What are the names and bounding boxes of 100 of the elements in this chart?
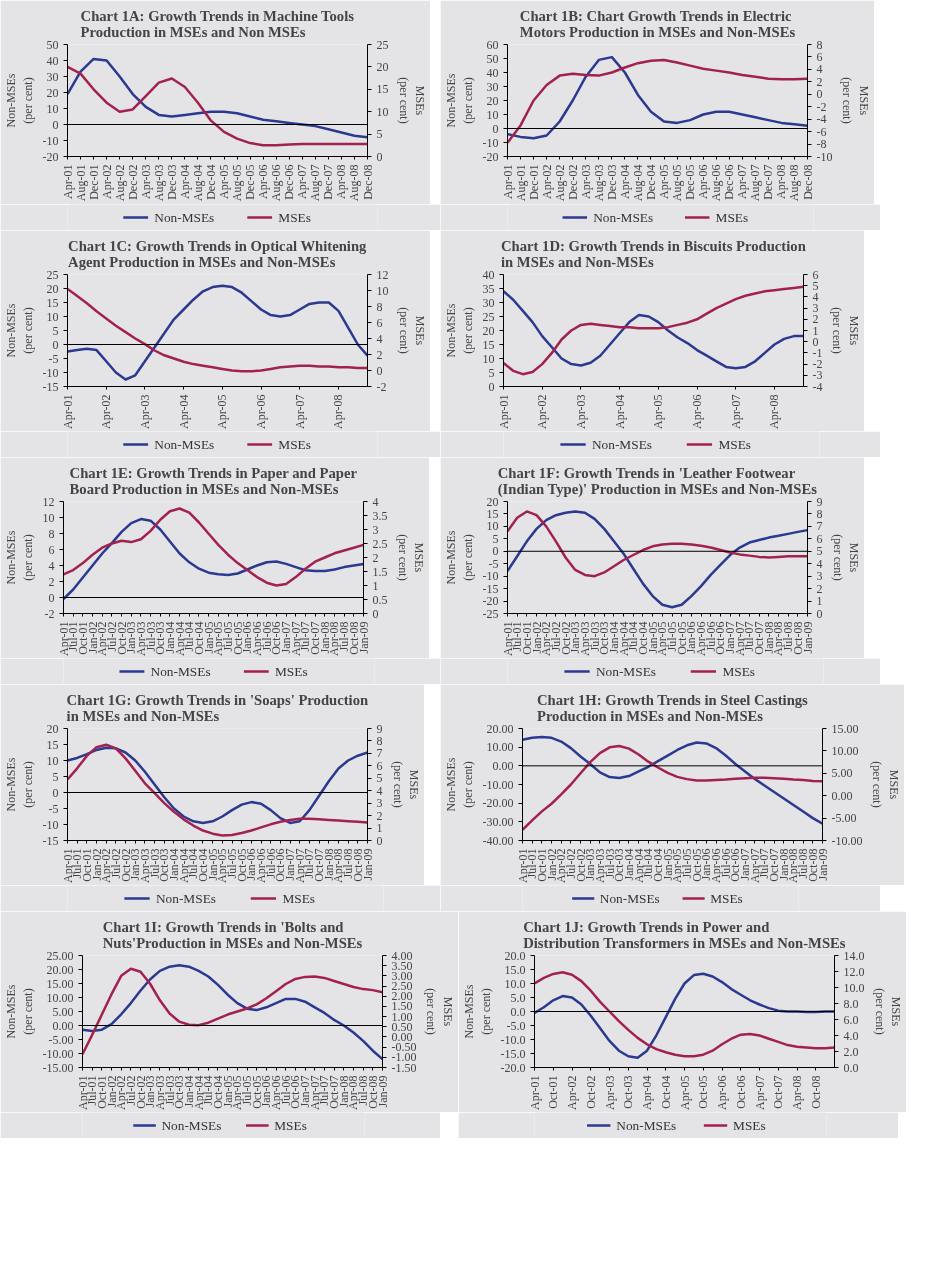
legend-label: Non-MSEs bbox=[591, 437, 652, 452]
y-tick-label: 0 bbox=[52, 785, 59, 800]
x-tick-label: Apr-04 bbox=[640, 1075, 654, 1110]
x-tick-label: Apr-02 bbox=[535, 394, 550, 429]
x-tick-label: Apr-06 bbox=[254, 394, 269, 429]
y-tick-label: 25 bbox=[46, 267, 59, 282]
x-tick-label: Apr-08 bbox=[331, 394, 346, 429]
y2-tick-label: 8 bbox=[376, 733, 383, 748]
y-tick-label: -10 bbox=[42, 817, 59, 832]
x-tick-label: Dec-08 bbox=[800, 164, 815, 200]
y-tick-label: -20.00 bbox=[482, 796, 514, 811]
x-tick-label: Apr-04 bbox=[617, 164, 632, 199]
y-tick-label: -20 bbox=[42, 149, 59, 164]
y-tick-label: -10.00 bbox=[482, 777, 514, 792]
chart-title: Chart 1D: Growth Trends in Biscuits Production in MSEs and Non-MSEs bbox=[500, 237, 806, 270]
x-tick-label: Apr-03 bbox=[573, 394, 588, 429]
y-tick-label: -10.0 bbox=[500, 1032, 526, 1047]
y2-tick-label: -10.00 bbox=[831, 833, 863, 848]
y2-tick-label: 0 bbox=[376, 149, 383, 164]
y2-tick-label: 2.0 bbox=[843, 1044, 859, 1059]
y2-tick-label: 5 bbox=[376, 771, 383, 786]
y-tick-label: 0.0 bbox=[510, 1004, 526, 1019]
y-tick-label: 20 bbox=[486, 494, 499, 509]
x-tick-label: Apr-05 bbox=[677, 1075, 692, 1110]
y-tick-label: 15 bbox=[46, 737, 59, 752]
chart-title: Chart 1I: Growth Trends in 'Bolts and Nuts'Production in MSEs and Non-MSEs bbox=[102, 918, 363, 951]
legend-label: MSEs bbox=[710, 891, 743, 906]
x-tick-label: Apr-02 bbox=[99, 164, 114, 199]
chart-title: Chart 1F: Growth Trends in 'Leather Footwear (Indian Type)' Production in MSEs and Non-MSEs bbox=[497, 464, 818, 498]
y-tick-label: 25.00 bbox=[46, 948, 74, 963]
y2-tick-label: 10 bbox=[376, 283, 389, 298]
y2-tick-label: 8 bbox=[376, 299, 383, 314]
y-tick-label: 10 bbox=[46, 753, 59, 768]
x-tick-label: Oct-01 bbox=[546, 1075, 561, 1109]
y2-tick-label: 2.5 bbox=[372, 536, 388, 551]
x-tick-label: Apr-03 bbox=[578, 164, 593, 199]
y2-tick-label: 0 bbox=[816, 87, 823, 102]
y-tick-label: 20 bbox=[46, 281, 59, 296]
y2-tick-label: 8 bbox=[816, 37, 823, 52]
y-tick-label: -10 bbox=[482, 135, 499, 150]
x-tick-label: Apr-02 bbox=[539, 164, 554, 199]
chart-title: Chart 1C: Growth Trends in Optical Whitening Agent Production in MSEs and Non-MSEs bbox=[68, 237, 368, 270]
y2-tick-label: 0.0 bbox=[843, 1060, 859, 1075]
y2-tick-label: 14.0 bbox=[843, 948, 865, 963]
y2-tick-label: 5 bbox=[816, 544, 823, 559]
y2-tick-label: 0 bbox=[376, 833, 383, 848]
chart-title: Chart 1E: Growth Trends in Paper and Paper Board Production in MSEs and Non-MSEs bbox=[69, 464, 358, 497]
y2-tick-label: 1 bbox=[372, 578, 379, 593]
x-tick-label: Apr-03 bbox=[138, 164, 153, 199]
x-tick-label: Oct-03 bbox=[621, 1075, 636, 1109]
x-tick-label: Apr-08 bbox=[767, 394, 782, 429]
y-tick-label: 25 bbox=[482, 309, 495, 324]
legend-label: MSEs bbox=[733, 1118, 766, 1133]
x-tick-label: Apr-07 bbox=[292, 394, 307, 429]
y-tick-label: 20 bbox=[486, 93, 499, 108]
y-tick-label: 0 bbox=[52, 337, 59, 352]
x-tick-label: Apr-07 bbox=[752, 1075, 767, 1110]
y-tick-label: 15 bbox=[486, 506, 499, 521]
legend-label: MSEs bbox=[274, 664, 308, 679]
y-tick-label: 60 bbox=[486, 37, 499, 52]
legend-label: MSEs bbox=[274, 1118, 307, 1133]
chart-title: Chart 1J: Growth Trends in Power and Distribution Transformers in MSEs and Non-MSEs bbox=[523, 918, 846, 951]
x-tick-label: Dec-07 bbox=[761, 164, 776, 200]
x-tick-label: Apr-05 bbox=[657, 164, 672, 199]
y2-tick-label: 1 bbox=[376, 821, 383, 836]
y-tick-label: 2 bbox=[48, 574, 55, 589]
y-tick-label: 0 bbox=[492, 121, 499, 136]
legend-label: MSEs bbox=[278, 210, 311, 225]
x-tick-label: Apr-06 bbox=[715, 1075, 729, 1110]
y2-tick-label: -8 bbox=[816, 137, 827, 152]
x-tick-label: Dec-05 bbox=[683, 164, 698, 200]
legend-label: Non-MSEs bbox=[595, 664, 656, 679]
y2-tick-label: 2 bbox=[816, 581, 823, 596]
y2-axis-title: MSEs (per cent) bbox=[830, 534, 862, 581]
y-tick-label: 10 bbox=[482, 351, 495, 366]
x-tick-label: Apr-04 bbox=[612, 394, 627, 429]
legend-label: MSEs bbox=[718, 437, 751, 452]
y-tick-label: -25 bbox=[482, 606, 499, 621]
x-tick-label: Oct-04 bbox=[658, 1075, 673, 1109]
y-tick-label: 20.0 bbox=[504, 948, 526, 963]
y2-tick-label: 0 bbox=[372, 606, 379, 621]
y-tick-label: 15.0 bbox=[504, 962, 526, 977]
y-tick-label: 15 bbox=[482, 337, 495, 352]
y-tick-label: 10 bbox=[42, 510, 55, 525]
y2-tick-label: 4 bbox=[816, 556, 823, 571]
y-tick-label: -20 bbox=[482, 594, 499, 609]
y-axis-title: Non-MSEs (per cent) bbox=[3, 757, 35, 812]
x-tick-label: Apr-02 bbox=[99, 394, 114, 429]
y2-tick-label: -4 bbox=[816, 112, 827, 127]
y2-tick-label: 25 bbox=[376, 37, 389, 52]
x-tick-label: Dec-07 bbox=[321, 164, 336, 200]
y-tick-label: 40 bbox=[482, 267, 495, 282]
y-axis-title: Non-MSEs (per cent) bbox=[443, 303, 475, 358]
y2-axis-title: MSEs (per cent) bbox=[390, 761, 422, 808]
y2-tick-label: 7 bbox=[376, 746, 383, 761]
x-tick-label: Apr-08 bbox=[334, 164, 349, 199]
x-tick-label: Apr-06 bbox=[696, 164, 711, 199]
y2-tick-label: 0 bbox=[376, 363, 383, 378]
x-tick-label: Apr-06 bbox=[690, 394, 705, 429]
y-tick-label: 20.00 bbox=[486, 721, 514, 736]
